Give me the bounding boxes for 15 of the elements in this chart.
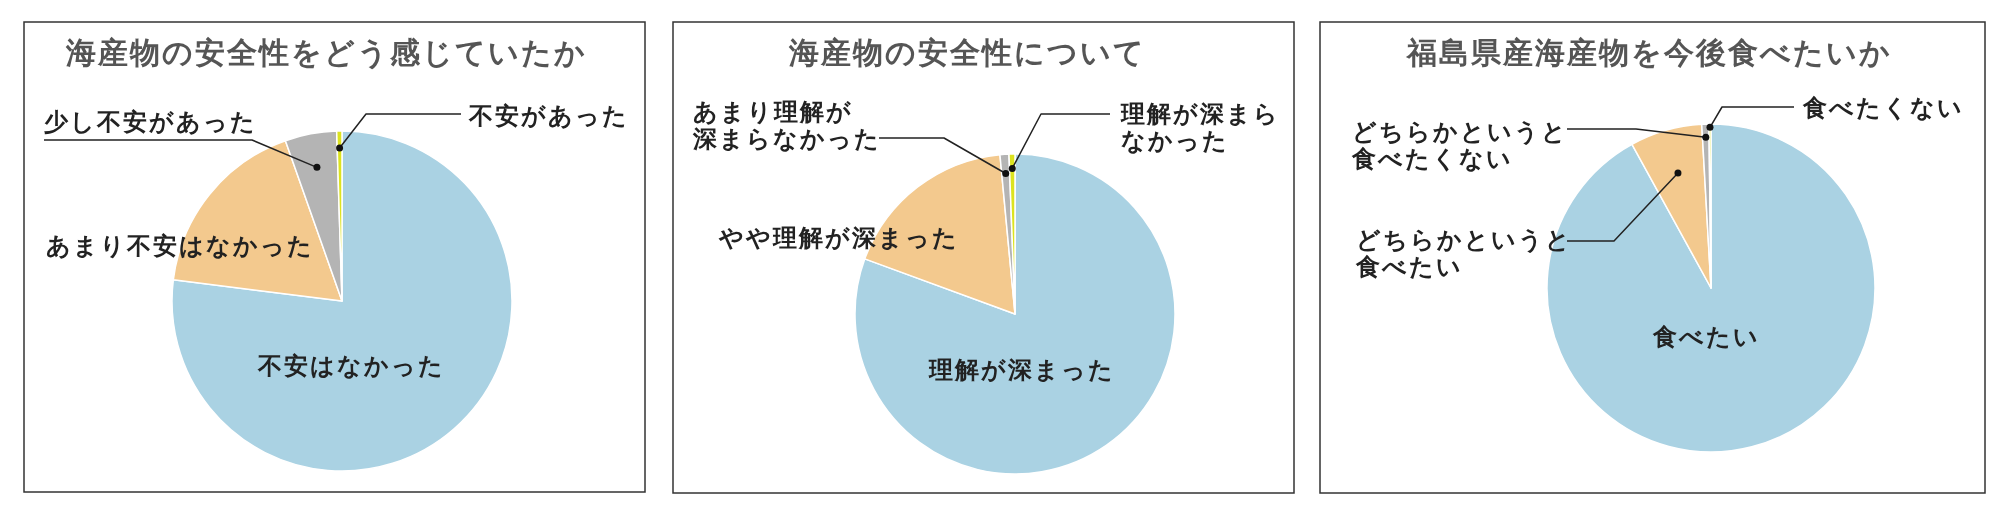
- slice-label: 不安があった: [468, 102, 629, 130]
- chart-title: 海産物の安全性をどう感じていたか: [64, 34, 587, 70]
- slice-label: 食べたくない: [1802, 94, 1964, 122]
- slice-label: あまり理解が深まらなかった: [692, 98, 881, 153]
- slice-label: どちらかというと食べたい: [1355, 226, 1572, 281]
- slice-label: 理解が深まった: [928, 356, 1115, 384]
- slice-label: 少し不安があった: [44, 108, 257, 136]
- chart-title: 海産物の安全性について: [787, 34, 1146, 70]
- slice-label: やや理解が深まった: [718, 224, 959, 252]
- slice-label: 食べたい: [1651, 323, 1760, 351]
- slice-label: 不安はなかった: [256, 352, 445, 380]
- slice-label: 理解が深まらなかった: [1120, 100, 1280, 155]
- slice-label: あまり不安はなかった: [46, 232, 314, 260]
- chart-title: 福島県産海産物を今後食べたいか: [1404, 34, 1892, 70]
- slice-label: どちらかというと食べたくない: [1351, 118, 1568, 173]
